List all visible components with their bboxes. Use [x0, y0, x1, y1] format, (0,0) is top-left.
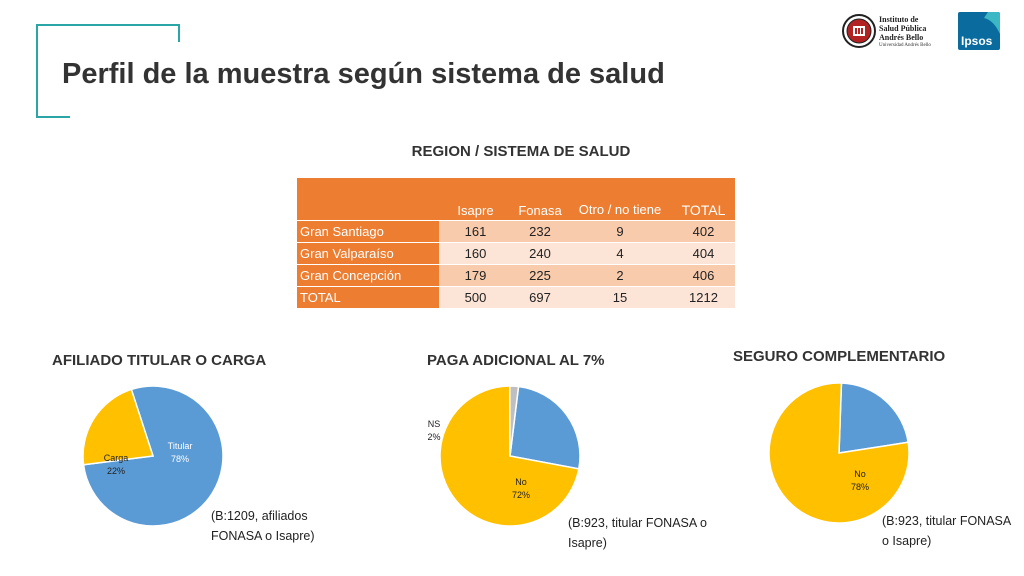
institute-logo: Instituto de Salud Pública Andrés Bello … — [842, 12, 942, 54]
table-header-cell: Fonasa — [512, 178, 568, 221]
table-cell: 4 — [568, 242, 672, 265]
pie-slice-ns — [509, 385, 520, 457]
table-row-label: Gran Concepción — [297, 264, 439, 287]
pie-slice-label: No — [854, 469, 866, 479]
table-row-label: Gran Valparaíso — [297, 242, 439, 265]
pie1-base-note: (B:1209, afiliados FONASA o Isapre) — [211, 509, 315, 543]
pie-slice-no — [768, 382, 910, 524]
pie-slice-value: 78% — [171, 454, 189, 464]
table-row-total: TOTAL 500 697 15 1212 — [297, 286, 735, 308]
table-cell: 402 — [672, 220, 735, 243]
table-cell: 232 — [512, 220, 568, 243]
table-header-cell: Isapre — [439, 178, 512, 221]
pie2-title: PAGA ADICIONAL AL 7% — [427, 352, 605, 369]
table-row: Gran Valparaíso 160 240 4 404 — [297, 242, 735, 265]
table-header-row: Isapre Fonasa Otro / no tiene TOTAL — [297, 178, 735, 221]
pie-slice-label: Titular — [168, 441, 193, 451]
region-table: Isapre Fonasa Otro / no tiene TOTAL Gran… — [297, 178, 735, 308]
table-row-label: TOTAL — [297, 286, 439, 308]
table-header-cell: TOTAL — [672, 178, 735, 221]
pie3-base-note: (B:923, titular FONASA o Isapre) — [882, 514, 1011, 548]
pie-slice-value: 2% — [427, 432, 440, 442]
table-cell: 9 — [568, 220, 672, 243]
pie3-title: SEGURO COMPLEMENTARIO — [733, 348, 946, 365]
table-cell: 500 — [439, 286, 512, 308]
institute-seal-icon — [842, 14, 876, 48]
pie-slice-value: 22% — [107, 466, 125, 476]
table-cell: 240 — [512, 242, 568, 265]
frame-line-right — [178, 24, 180, 42]
ipsos-mark-icon — [984, 12, 1000, 34]
table-header-cell: Otro / no tiene — [568, 178, 672, 221]
institute-name: Instituto de Salud Pública Andrés Bello — [879, 15, 926, 42]
pie-slice-s — [838, 382, 910, 454]
institute-name-line: Salud Pública — [879, 24, 927, 33]
table-row-label: Gran Santiago — [297, 220, 439, 243]
institute-name-line: Instituto de — [879, 15, 919, 24]
pie-slice-label: NS — [428, 419, 441, 429]
table-cell: 1212 — [672, 286, 735, 308]
pie1-title: AFILIADO TITULAR O CARGA — [52, 352, 267, 369]
pie-slice-carga — [82, 388, 154, 466]
ipsos-logo: Ipsos — [958, 12, 1000, 50]
table-cell: 2 — [568, 264, 672, 287]
table-row: Gran Santiago 161 232 9 402 — [297, 220, 735, 243]
ipsos-logo-text: Ipsos — [961, 34, 993, 48]
table-header-cell — [297, 178, 439, 221]
frame-line-left — [36, 24, 38, 118]
table-title: REGION / SISTEMA DE SALUD — [411, 143, 631, 160]
page-title: Perfil de la muestra según sistema de sa… — [62, 58, 665, 90]
table-cell: 179 — [439, 264, 512, 287]
institute-name-line: Andrés Bello — [879, 33, 924, 42]
table-cell: 161 — [439, 220, 512, 243]
table-cell: 15 — [568, 286, 672, 308]
table-cell: 404 — [672, 242, 735, 265]
pie-slice-value: 78% — [851, 482, 869, 492]
institute-subtitle: Universidad Andrés Bello — [879, 43, 931, 48]
pie2-base-note: (B:923, titular FONASA o Isapre) — [568, 516, 707, 550]
pie-slice-value: 72% — [512, 490, 530, 500]
table-cell: 697 — [512, 286, 568, 308]
frame-line-bottom — [36, 116, 70, 118]
frame-line-top — [36, 24, 180, 26]
table-cell: 160 — [439, 242, 512, 265]
pie-slice-label: No — [515, 477, 527, 487]
pie-slice-s — [509, 385, 581, 470]
pie-slice-label: Carga — [104, 453, 129, 463]
pie-chart-afiliado: Titular 78% Carga 22% — [82, 385, 224, 527]
table-row: Gran Concepción 179 225 2 406 — [297, 264, 735, 287]
table-cell: 406 — [672, 264, 735, 287]
table-cell: 225 — [512, 264, 568, 287]
